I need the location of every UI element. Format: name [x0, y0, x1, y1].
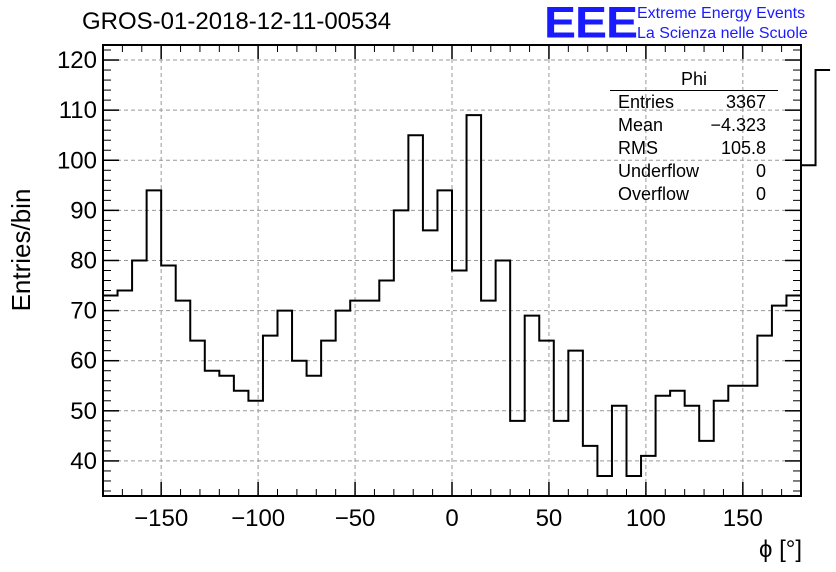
stats-value: 0: [755, 161, 766, 181]
stats-row-underflow: Underflow 0: [610, 160, 778, 183]
stats-row-entries: Entries 3367: [610, 91, 778, 114]
y-tick-label: 120: [57, 47, 97, 74]
y-tick-label: 100: [57, 147, 97, 174]
y-tick-label: 90: [70, 197, 97, 224]
eee-logo: EEE: [544, 0, 638, 48]
stats-row-mean: Mean −4.323: [610, 114, 778, 137]
logo-line-1: Extreme Energy Events: [637, 5, 806, 22]
y-tick-label: 110: [59, 97, 97, 124]
x-axis-label: ϕ [°]: [758, 536, 802, 563]
chart-title: GROS-01-2018-12-11-00534: [82, 8, 392, 35]
stats-row-overflow: Overflow 0: [610, 183, 778, 206]
logo-line-2: La Scienza nelle Scuole: [637, 25, 808, 42]
y-tick-label: 60: [70, 348, 97, 375]
x-tick-label: −50: [335, 505, 376, 532]
stats-value: 0: [755, 184, 766, 204]
stats-label: Overflow: [618, 184, 690, 204]
x-tick-label: 150: [723, 505, 763, 532]
x-tick-label: 0: [445, 505, 458, 532]
stats-value: 105.8: [720, 138, 766, 158]
stats-value: 3367: [725, 92, 766, 112]
stats-label: Underflow: [618, 161, 700, 181]
histogram-series-line: [103, 69, 831, 477]
x-tick-label: −150: [134, 505, 188, 532]
stats-title: Phi: [610, 68, 778, 91]
y-tick-label: 70: [70, 298, 97, 325]
stats-box: Phi Entries 3367 Mean −4.323 RMS 105.8 U…: [610, 68, 778, 206]
y-tick-label: 50: [70, 398, 97, 425]
y-tick-label: 80: [70, 247, 97, 274]
stats-row-rms: RMS 105.8: [610, 137, 778, 160]
stats-label: Entries: [618, 92, 675, 112]
stats-label: RMS: [618, 138, 658, 158]
x-tick-label: −100: [231, 505, 285, 532]
stats-value: −4.323: [710, 115, 766, 135]
x-tick-label: 100: [626, 505, 666, 532]
x-tick-label: 50: [536, 505, 563, 532]
stats-label: Mean: [618, 115, 664, 135]
y-tick-label: 40: [70, 448, 97, 475]
